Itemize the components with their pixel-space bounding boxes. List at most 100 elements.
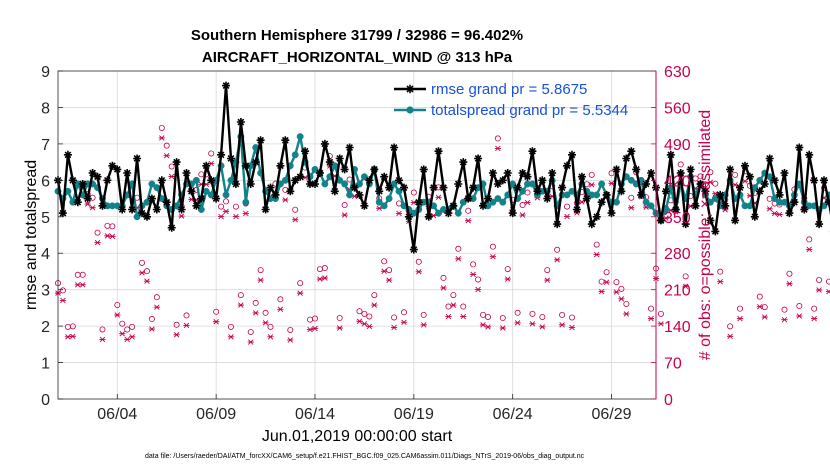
rmse-point	[202, 161, 211, 170]
rmse-point	[815, 220, 824, 229]
rmse-point	[227, 154, 235, 163]
totalspread-point	[528, 180, 536, 188]
obs-possible-marker	[69, 323, 76, 330]
totalspread-point	[321, 180, 329, 188]
obs-assimilated-marker	[94, 239, 101, 246]
obs-possible-marker	[677, 161, 684, 168]
rmse-point	[167, 223, 176, 232]
obs-possible-marker	[257, 267, 264, 274]
obs-possible-marker	[124, 326, 131, 333]
rmse-point	[745, 172, 754, 181]
rmse-point	[330, 187, 339, 196]
obs-possible-marker	[494, 135, 501, 142]
obs-possible-marker	[410, 189, 417, 196]
obs-assimilated-marker	[178, 213, 185, 219]
rmse-point	[454, 180, 463, 188]
obs-possible-marker	[223, 198, 230, 205]
obs-assimilated-marker	[603, 279, 610, 285]
obs-assimilated-marker	[415, 269, 422, 275]
rmse-point	[587, 220, 596, 229]
obs-possible-marker	[311, 315, 318, 322]
obs-assimilated-marker	[124, 336, 131, 343]
rmse-point	[78, 180, 87, 188]
obs-possible-marker	[391, 314, 398, 321]
rmse-point	[484, 194, 492, 203]
left-tick-label: 9	[41, 64, 50, 81]
rmse-point	[543, 194, 552, 203]
rmse-point	[380, 172, 389, 181]
rmse-series	[54, 81, 830, 254]
obs-assimilated-marker	[356, 318, 363, 324]
rmse-point	[133, 154, 142, 163]
rmse-point	[592, 212, 601, 221]
obs-possible-marker	[79, 271, 86, 278]
obs-possible-marker	[341, 202, 348, 209]
rmse-point	[691, 201, 700, 210]
obs-possible-marker	[475, 276, 482, 283]
obs-assimilated-marker	[524, 199, 531, 206]
obs-assimilated-marker	[59, 297, 67, 304]
rmse-point	[765, 154, 774, 163]
obs-possible-marker	[59, 287, 66, 294]
obs-assimilated-marker	[99, 336, 106, 343]
x-tick-label: 06/09	[196, 406, 236, 423]
rmse-point	[68, 176, 77, 185]
rmse-point	[622, 154, 631, 163]
rmse-point	[795, 143, 804, 152]
obs-possible-marker	[460, 303, 467, 310]
rmse-point	[187, 187, 196, 196]
chart-subtitle: AIRCRAFT_HORIZONTAL_WIND @ 313 hPa	[202, 49, 513, 66]
rmse-point	[750, 212, 759, 221]
rmse-point	[296, 172, 305, 181]
rmse-point	[637, 190, 646, 199]
obs-possible-marker	[381, 258, 388, 265]
obs-assimilated-marker	[796, 313, 803, 319]
rmse-point	[666, 150, 675, 159]
right-tick-label: 560	[664, 100, 691, 117]
obs-assimilated-marker	[781, 316, 788, 323]
rmse-point	[286, 187, 295, 196]
right-tick-label: 70	[664, 356, 682, 373]
rmse-point	[256, 136, 265, 145]
obs-possible-marker	[465, 207, 472, 214]
obs-assimilated-marker	[237, 302, 244, 308]
rmse-point	[58, 209, 67, 218]
obs-assimilated-marker	[267, 334, 274, 340]
obs-assimilated-marker	[450, 302, 457, 308]
totalspread-point	[227, 176, 235, 184]
left-axis-label: rmse and totalspread	[23, 160, 40, 310]
totalspread-point	[598, 180, 606, 188]
obs-assimilated-marker	[109, 233, 116, 240]
totalspread-point	[627, 176, 635, 184]
obs-possible-marker	[109, 223, 116, 230]
obs-assimilated-marker	[366, 323, 373, 330]
obs-assimilated-marker	[435, 194, 442, 201]
obs-assimilated-marker	[558, 322, 566, 328]
rmse-point	[138, 209, 146, 218]
legend-star-marker	[405, 84, 415, 94]
obs-assimilated-marker	[761, 314, 768, 320]
obs-possible-marker	[648, 305, 655, 312]
obs-assimilated-marker	[84, 201, 91, 207]
rmse-point	[320, 139, 329, 148]
rmse-point	[192, 201, 201, 210]
rmse-point	[444, 209, 453, 218]
left-tick-label: 0	[41, 392, 50, 409]
rmse-point	[217, 150, 226, 159]
left-tick-label: 3	[41, 283, 50, 300]
right-tick-label: 490	[664, 137, 691, 154]
obs-possible-marker	[336, 315, 343, 322]
totalspread-point	[296, 133, 304, 141]
obs-possible-marker	[139, 259, 146, 266]
rmse-point	[533, 187, 542, 196]
rmse-point	[157, 176, 166, 185]
totalspread-point	[281, 176, 289, 184]
obs-assimilated-marker	[262, 320, 269, 326]
totalspread-point	[291, 151, 299, 159]
totalspread-point	[148, 180, 156, 188]
obs-possible-marker	[568, 314, 575, 321]
obs-assimilated-marker	[247, 339, 254, 345]
rmse-point	[597, 198, 606, 207]
obs-possible-marker	[598, 278, 605, 285]
obs-assimilated-marker	[183, 322, 190, 329]
